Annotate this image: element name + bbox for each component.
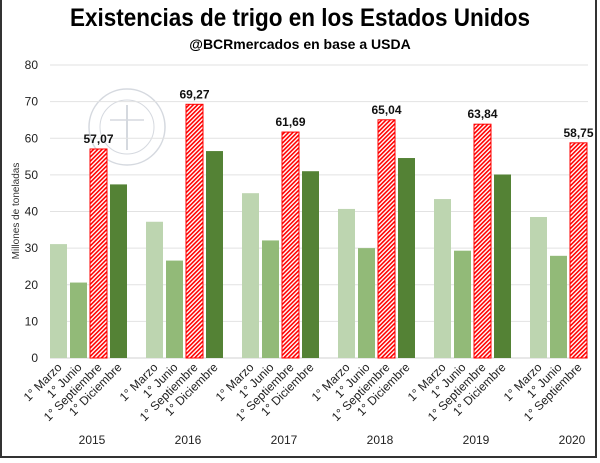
bar xyxy=(473,123,492,359)
x-category-label: 2018 xyxy=(367,433,394,447)
data-label: 65,04 xyxy=(371,103,401,117)
bar xyxy=(530,216,547,358)
y-axis-label: Millones de toneladas xyxy=(11,163,22,260)
y-tick-label: 70 xyxy=(25,95,39,109)
bar xyxy=(454,250,471,358)
data-label: 58,75 xyxy=(563,126,593,140)
bar xyxy=(550,255,567,358)
data-label: 57,07 xyxy=(83,132,113,146)
bar xyxy=(302,171,319,358)
bar xyxy=(70,282,87,358)
bar xyxy=(377,119,396,359)
bar xyxy=(494,174,511,358)
bar xyxy=(242,193,259,358)
y-tick-label: 40 xyxy=(25,205,39,219)
x-category-label: 2016 xyxy=(175,433,202,447)
y-tick-label: 20 xyxy=(25,278,39,292)
y-tick-label: 0 xyxy=(31,351,38,365)
y-tick-label: 60 xyxy=(25,131,39,145)
bar xyxy=(569,142,588,359)
x-category-label: 2020 xyxy=(559,433,586,447)
bar xyxy=(206,151,223,358)
chart-title: Existencias de trigo en los Estados Unid… xyxy=(69,4,531,32)
x-category-label: 2019 xyxy=(463,433,490,447)
bar xyxy=(110,184,127,358)
bar xyxy=(338,208,355,358)
y-tick-label: 80 xyxy=(25,58,39,72)
x-category-label: 2017 xyxy=(271,433,298,447)
x-category-label: 2015 xyxy=(79,433,106,447)
bar xyxy=(166,260,183,358)
bar xyxy=(281,131,300,359)
bar xyxy=(89,148,108,359)
data-label: 69,27 xyxy=(179,87,209,101)
bar xyxy=(146,221,163,358)
bar xyxy=(434,199,451,358)
data-label: 63,84 xyxy=(467,107,497,121)
watermark-seal xyxy=(88,88,166,166)
bar xyxy=(50,244,67,358)
bar xyxy=(398,158,415,358)
y-tick-label: 30 xyxy=(25,241,39,255)
bar xyxy=(358,248,375,358)
data-label: 61,69 xyxy=(275,115,305,129)
y-tick-label: 10 xyxy=(25,314,39,328)
bar xyxy=(185,103,204,359)
y-tick-label: 50 xyxy=(25,168,39,182)
bar xyxy=(262,240,279,358)
chart-subtitle: @BCRmercados en base a USDA xyxy=(189,36,411,52)
